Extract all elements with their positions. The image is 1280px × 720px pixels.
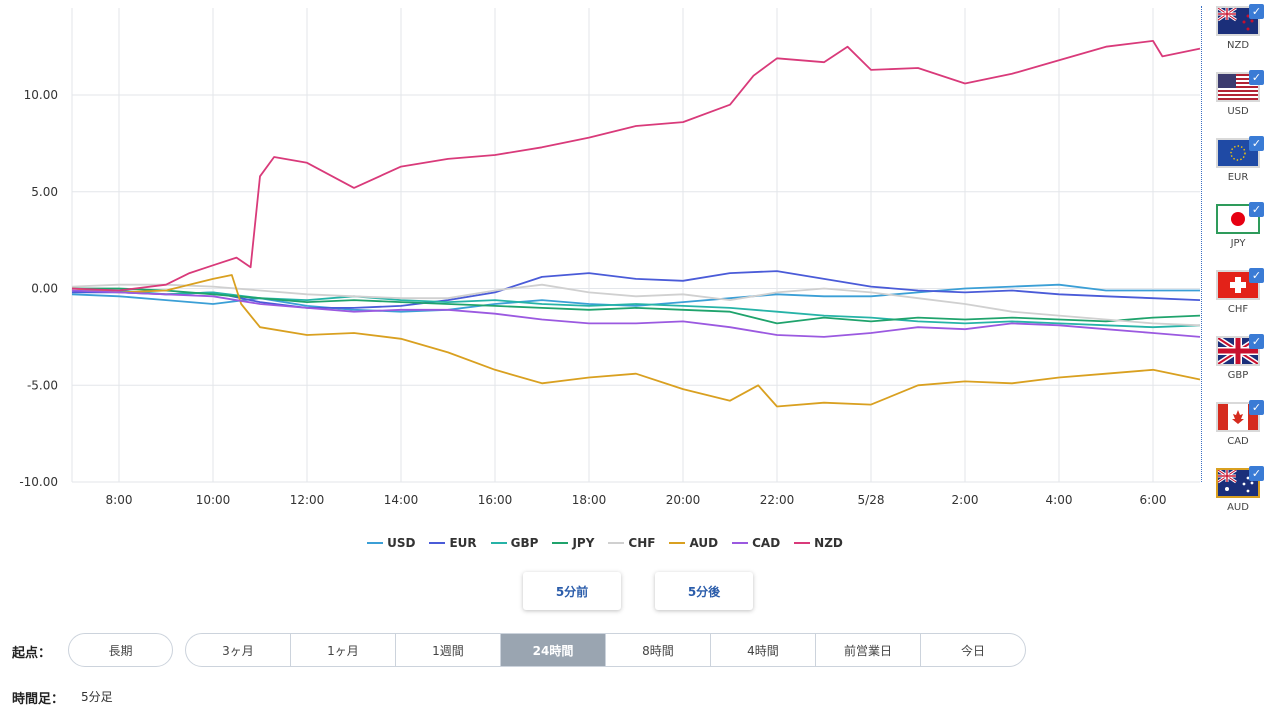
legend-swatch — [429, 542, 446, 544]
long-term-pill: 長期 — [68, 633, 173, 667]
x-tick-label: 4:00 — [1046, 493, 1073, 507]
series-line-eur — [72, 270, 1201, 309]
legend-item-jpy[interactable]: JPY — [552, 533, 594, 553]
next-5min-button[interactable]: 5分後 — [655, 572, 753, 610]
cad-flag-icon — [1216, 402, 1260, 432]
checkmark-icon: ✓ — [1249, 4, 1264, 19]
legend-item-nzd[interactable]: NZD — [794, 533, 843, 553]
flag-label: GBP — [1227, 370, 1249, 381]
chart-legend: USD EUR GBP JPY CHF AUD CAD NZD — [0, 533, 1210, 553]
legend-item-gbp[interactable]: GBP — [490, 533, 539, 553]
checkmark-icon: ✓ — [1249, 400, 1264, 415]
legend-swatch — [367, 542, 384, 544]
flag-label: AUD — [1227, 502, 1249, 513]
start-point-label: 起点： — [12, 646, 52, 661]
range-button[interactable]: 1ヶ月 — [291, 634, 396, 666]
x-tick-label: 2:00 — [952, 493, 979, 507]
checkmark-icon: ✓ — [1249, 136, 1264, 151]
flag-toggle-aud[interactable]: ✓ AUD — [1214, 466, 1264, 524]
x-tick-label: 10:00 — [196, 493, 231, 507]
usd-flag-icon — [1216, 72, 1260, 102]
prev-5min-button[interactable]: 5分前 — [523, 572, 621, 610]
y-tick-label: 10.00 — [24, 88, 58, 102]
flag-label: USD — [1227, 106, 1249, 117]
series-line-nzd — [71, 40, 1201, 292]
flag-toggle-eur[interactable]: ✓ EUR — [1214, 136, 1264, 194]
range-button[interactable]: 今日 — [960, 643, 985, 658]
checkmark-icon: ✓ — [1249, 70, 1264, 85]
flag-toggle-cad[interactable]: ✓ CAD — [1214, 400, 1264, 458]
checkmark-icon: ✓ — [1249, 268, 1264, 283]
flag-panel-divider — [1201, 6, 1202, 482]
x-tick-label: 20:00 — [666, 493, 701, 507]
legend-label: USD — [387, 536, 416, 550]
legend-swatch — [794, 542, 811, 544]
series-line-chf — [71, 283, 1201, 327]
currency-strength-chart: 10.00 5.00 0.00 -5.00 -10.00 8:00 10:00 12:00 14… — [19, 8, 1201, 507]
timeframe-value: 5分足 — [81, 690, 113, 704]
legend-swatch — [732, 542, 749, 544]
x-tick-label: 22:00 — [760, 493, 795, 507]
range-button[interactable]: 8時間 — [606, 634, 711, 666]
series-line-jpy — [72, 287, 1201, 325]
legend-swatch — [552, 542, 569, 544]
y-tick-label: -5.00 — [27, 378, 58, 392]
x-tick-label: 16:00 — [478, 493, 513, 507]
x-tick-label: 6:00 — [1140, 493, 1167, 507]
flag-label: EUR — [1227, 172, 1249, 183]
range-button[interactable]: 4時間 — [711, 634, 816, 666]
legend-swatch — [669, 542, 686, 544]
range-button[interactable]: 1週間 — [396, 634, 501, 666]
x-tick-label: 18:00 — [572, 493, 607, 507]
flag-toggle-usd[interactable]: ✓ USD — [1214, 70, 1264, 128]
flag-label: CAD — [1227, 436, 1249, 447]
series-line-cad — [71, 289, 1201, 338]
flag-label: NZD — [1226, 40, 1250, 51]
flag-toggle-chf[interactable]: ✓ CHF — [1214, 268, 1264, 326]
legend-item-cad[interactable]: CAD — [732, 533, 780, 553]
flag-toggle-jpy[interactable]: ✓ JPY — [1214, 202, 1264, 260]
x-tick-label: 12:00 — [290, 493, 325, 507]
flag-label: CHF — [1227, 304, 1249, 315]
range-button[interactable]: 3ヶ月 — [186, 634, 291, 666]
legend-item-usd[interactable]: USD — [367, 533, 415, 553]
legend-item-eur[interactable]: EUR — [429, 533, 477, 553]
x-tick-label: 14:00 — [384, 493, 419, 507]
aud-flag-icon — [1216, 468, 1260, 498]
range-button[interactable]: 24時間 — [501, 634, 606, 666]
legend-item-chf[interactable]: CHF — [608, 533, 655, 553]
legend-swatch — [490, 542, 507, 544]
series-line-aud — [71, 274, 1201, 408]
legend-label: EUR — [449, 536, 477, 550]
legend-label: CAD — [752, 536, 781, 550]
flag-label: JPY — [1230, 238, 1246, 249]
flag-toggle-nzd[interactable]: ✓ NZD — [1214, 4, 1264, 62]
legend-label: AUD — [689, 536, 719, 550]
y-tick-label: 0.00 — [31, 282, 58, 296]
checkmark-icon: ✓ — [1249, 466, 1264, 481]
legend-label: GBP — [510, 536, 539, 550]
legend-label: CHF — [628, 536, 656, 550]
legend-swatch — [608, 542, 625, 544]
chf-flag-icon — [1216, 270, 1260, 300]
y-tick-label: -10.00 — [19, 475, 58, 489]
legend-item-aud[interactable]: AUD — [669, 533, 718, 553]
checkmark-icon: ✓ — [1249, 202, 1264, 217]
nzd-flag-icon — [1216, 6, 1260, 36]
range-button[interactable]: 前営業日 — [816, 634, 921, 666]
range-selector: 3ヶ月 1ヶ月 1週間 24時間 8時間 4時間 前営業日 今日 — [185, 633, 1026, 667]
checkmark-icon: ✓ — [1249, 334, 1264, 349]
timeframe-label: 時間足： — [12, 692, 65, 707]
x-tick-label: 5/28 — [858, 493, 885, 507]
legend-label: NZD — [814, 536, 843, 550]
range-long-term-button[interactable]: 長期 — [108, 643, 133, 658]
y-tick-label: 5.00 — [31, 185, 58, 199]
legend-label: JPY — [572, 536, 595, 550]
flag-toggle-gbp[interactable]: ✓ GBP — [1214, 334, 1264, 392]
jpy-flag-icon — [1216, 204, 1260, 234]
x-tick-label: 8:00 — [106, 493, 133, 507]
